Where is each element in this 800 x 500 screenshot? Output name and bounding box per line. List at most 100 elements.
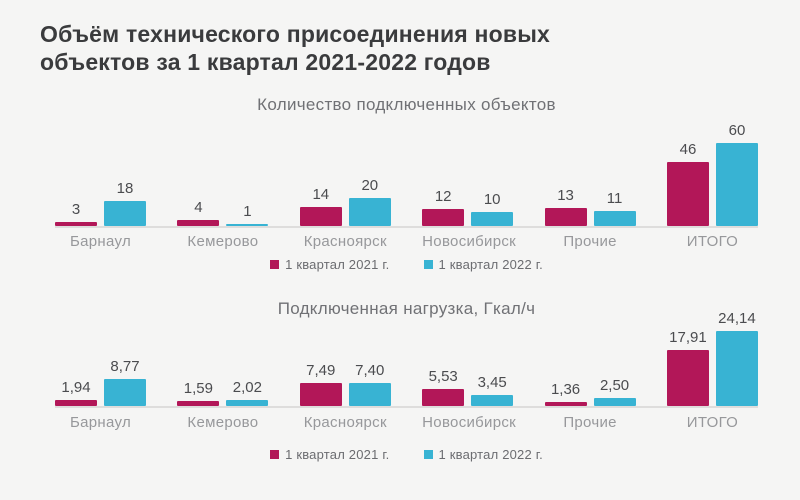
bar bbox=[666, 162, 709, 226]
bar-group-4: 12 10 bbox=[422, 188, 514, 226]
bar-value-label: 46 bbox=[679, 141, 697, 158]
chart2-plot: 1,94 8,77 1,59 2,02 7,49 7,40 5,53 3,45 1,36 2,50… bbox=[55, 308, 758, 408]
bar-value-label: 1,59 bbox=[183, 380, 213, 397]
category-label: Новосибирск bbox=[422, 414, 517, 431]
bar bbox=[104, 201, 146, 226]
bar-wrap: 11 bbox=[593, 190, 636, 226]
bar-value-label: 3,45 bbox=[477, 374, 507, 391]
bar-value-label: 13 bbox=[557, 187, 574, 204]
bar-wrap: 2,50 bbox=[593, 377, 636, 406]
bar bbox=[544, 208, 587, 226]
bar-wrap: 4 bbox=[177, 199, 220, 226]
legend-swatch-icon bbox=[270, 260, 280, 269]
legend-item: 1 квартал 2022 г. bbox=[423, 257, 543, 272]
category-label: Кемерово bbox=[187, 233, 259, 250]
bar-value-label: 12 bbox=[434, 188, 452, 205]
bar-group-5: 1,36 2,50 bbox=[544, 377, 636, 406]
chart1-legend: 1 квартал 2021 г. 1 квартал 2022 г. bbox=[55, 257, 758, 272]
bar bbox=[226, 400, 269, 406]
page-title: Объём технического присоединения новых о… bbox=[40, 21, 551, 76]
bar-value-label: 11 bbox=[606, 190, 623, 207]
bar-wrap: 8,77 bbox=[104, 358, 146, 406]
bar-value-label: 1,94 bbox=[61, 379, 91, 396]
bar-value-label: 4 bbox=[194, 199, 203, 216]
bar-wrap: 3 bbox=[55, 201, 97, 226]
bar-value-label: 18 bbox=[116, 180, 134, 197]
bar-value-label: 8,77 bbox=[110, 358, 140, 375]
bar bbox=[422, 389, 465, 406]
legend-label: 1 квартал 2021 г. bbox=[285, 447, 390, 462]
bar-value-label: 14 bbox=[312, 186, 330, 203]
legend-swatch-icon bbox=[270, 450, 280, 459]
legend-item: 1 квартал 2022 г. bbox=[423, 447, 543, 462]
bar bbox=[348, 383, 391, 406]
category-label: ИТОГО bbox=[686, 233, 739, 250]
bar bbox=[55, 222, 97, 226]
bar bbox=[715, 143, 758, 226]
legend-swatch-icon bbox=[423, 450, 433, 459]
bar-wrap: 18 bbox=[104, 180, 146, 226]
category-label: Барнаул bbox=[69, 414, 131, 431]
legend-swatch-icon bbox=[423, 260, 433, 269]
legend-item: 1 квартал 2021 г. bbox=[270, 257, 389, 272]
bar bbox=[55, 400, 97, 406]
chart2-legend: 1 квартал 2021 г. 1 квартал 2022 г. bbox=[55, 447, 758, 462]
bar bbox=[348, 198, 391, 226]
bar-value-label: 2,02 bbox=[232, 379, 262, 396]
category-label: Прочие bbox=[563, 233, 617, 250]
bar-wrap: 14 bbox=[299, 186, 342, 226]
bar-wrap: 13 bbox=[544, 187, 587, 226]
legend-item: 1 квартал 2021 г. bbox=[270, 447, 389, 462]
chart1-category-axis: Барнаул Кемерово Красноярск Новосибирск Проч… bbox=[55, 233, 758, 250]
bar-value-label: 10 bbox=[483, 191, 501, 208]
bar-group-1: 1,94 8,77 bbox=[55, 358, 146, 406]
bar bbox=[177, 401, 220, 406]
bar-group-2: 1,59 2,02 bbox=[177, 379, 269, 406]
bar-wrap: 7,40 bbox=[348, 362, 391, 406]
bar-value-label: 2,50 bbox=[599, 377, 630, 394]
bar-value-label: 60 bbox=[728, 122, 746, 139]
bar-value-label: 5,53 bbox=[428, 368, 458, 385]
bar-group-5: 13 11 bbox=[544, 187, 636, 226]
legend-label: 1 квартал 2022 г. bbox=[438, 447, 543, 462]
bar-wrap: 3,45 bbox=[471, 374, 514, 406]
bar-value-label: 1,36 bbox=[550, 381, 581, 398]
bar bbox=[299, 207, 342, 226]
bar-wrap: 60 bbox=[715, 122, 758, 226]
bar-wrap: 12 bbox=[422, 188, 465, 226]
bar bbox=[177, 220, 220, 226]
category-label: Барнаул bbox=[69, 233, 131, 250]
bar-wrap: 46 bbox=[666, 141, 709, 226]
bar-wrap: 24,14 bbox=[715, 310, 758, 406]
chart1-plot: 3 18 4 1 14 20 12 10 13 11 46 60 bbox=[55, 120, 758, 228]
bar-wrap: 20 bbox=[348, 177, 391, 226]
bar-group-1: 3 18 bbox=[55, 180, 146, 226]
chart2-title: Подключенная нагрузка, Гкал/ч bbox=[277, 299, 536, 318]
legend-label: 1 квартал 2021 г. bbox=[285, 257, 390, 272]
bar bbox=[299, 383, 342, 406]
bar bbox=[471, 395, 514, 406]
category-label: Красноярск bbox=[303, 233, 387, 250]
category-label: Прочие bbox=[563, 414, 617, 431]
bar-group-6: 46 60 bbox=[666, 122, 758, 226]
category-label: Красноярск bbox=[303, 414, 387, 431]
category-label: Новосибирск bbox=[422, 233, 517, 250]
bar bbox=[544, 402, 587, 406]
bar-value-label: 24,14 bbox=[718, 310, 756, 327]
category-label: Кемерово bbox=[187, 414, 259, 431]
bar-wrap: 1,94 bbox=[55, 379, 97, 406]
bar bbox=[422, 209, 465, 226]
bar-wrap: 10 bbox=[471, 191, 514, 226]
bar bbox=[471, 212, 514, 226]
legend-label: 1 квартал 2022 г. bbox=[438, 257, 543, 272]
bar-value-label: 7,40 bbox=[355, 362, 385, 379]
bar-wrap: 7,49 bbox=[299, 362, 342, 406]
bar bbox=[666, 350, 709, 406]
bar-wrap: 17,91 bbox=[666, 329, 709, 406]
bar bbox=[593, 211, 636, 226]
bar bbox=[715, 331, 758, 406]
bar-wrap: 1,59 bbox=[177, 380, 220, 406]
chart1-title: Количество подключенных объектов bbox=[257, 95, 556, 114]
